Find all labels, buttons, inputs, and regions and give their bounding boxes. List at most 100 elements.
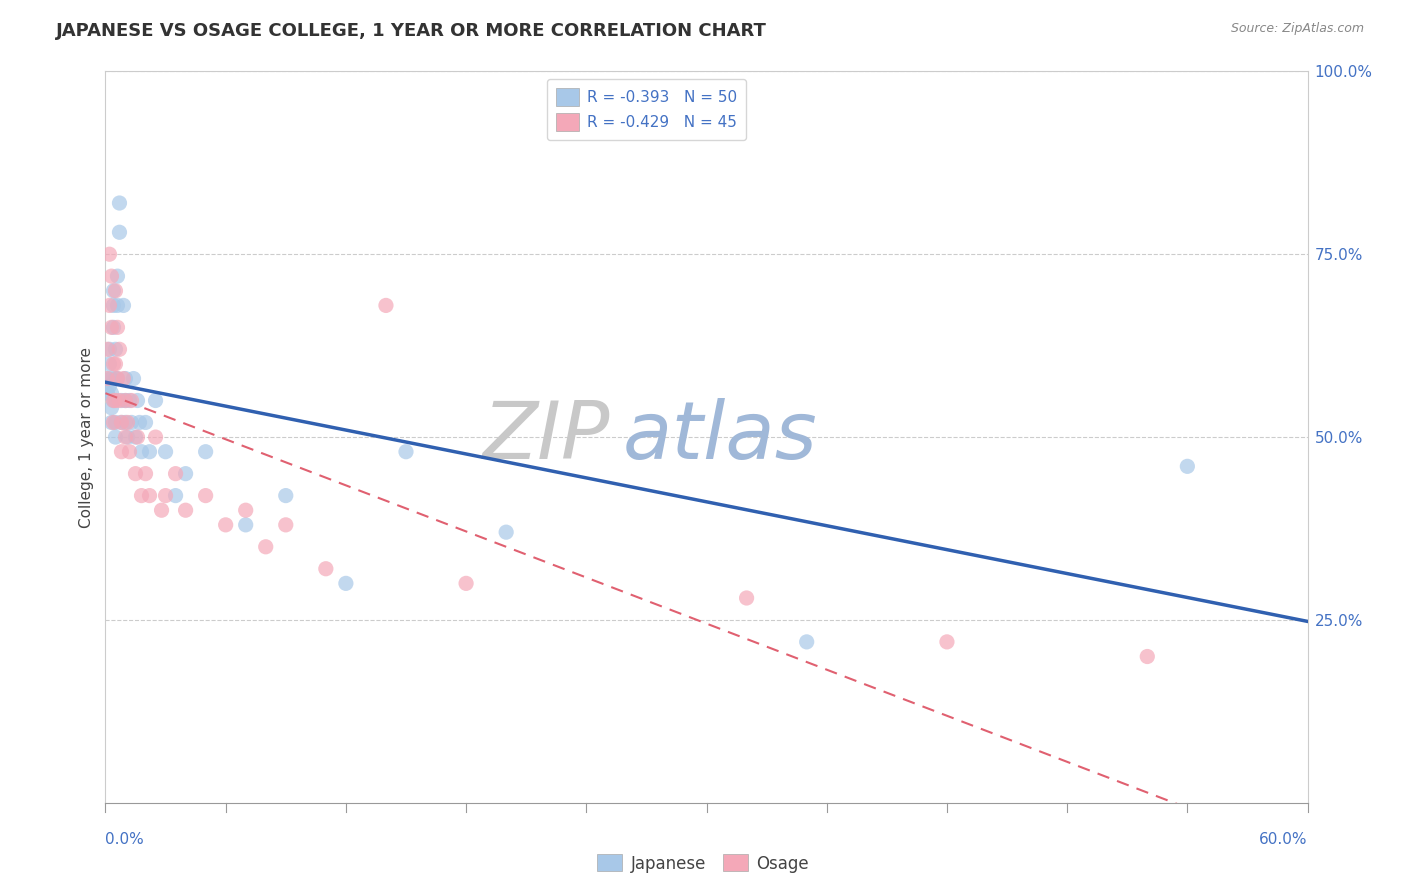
Point (108, 225, 131, 239)
Point (118, 393, 141, 408)
Point (96, 371, 118, 385)
Point (145, 430, 167, 444)
Point (107, 269, 129, 284)
Point (150, 503, 173, 517)
Point (1177, 459, 1199, 474)
Point (128, 416, 150, 430)
Point (107, 298, 129, 312)
Point (98, 298, 121, 312)
Point (114, 393, 136, 408)
Point (124, 467, 146, 481)
Point (118, 444, 141, 458)
Point (131, 489, 153, 503)
Point (124, 430, 146, 444)
Point (174, 503, 197, 517)
Point (98, 247, 121, 261)
Point (103, 284, 125, 298)
Point (100, 320, 122, 334)
Point (104, 371, 127, 385)
Point (96, 343, 118, 357)
Point (104, 393, 127, 408)
Point (117, 416, 139, 430)
Text: Source: ZipAtlas.com: Source: ZipAtlas.com (1230, 22, 1364, 36)
Point (155, 444, 177, 458)
Point (131, 444, 153, 458)
Point (100, 401, 122, 415)
Point (495, 525, 517, 540)
Legend: R = -0.393   N = 50, R = -0.429   N = 45: R = -0.393 N = 50, R = -0.429 N = 45 (547, 79, 747, 140)
Point (107, 320, 129, 334)
Point (194, 444, 217, 458)
Point (110, 416, 132, 430)
Point (104, 357, 127, 371)
Point (107, 371, 129, 385)
Point (121, 416, 143, 430)
Point (103, 416, 125, 430)
Point (194, 489, 217, 503)
Point (104, 416, 127, 430)
Point (214, 517, 236, 532)
Point (127, 393, 149, 408)
Point (110, 444, 132, 458)
Point (110, 416, 132, 430)
Point (1136, 649, 1159, 664)
Point (335, 576, 357, 591)
Point (135, 467, 157, 481)
Point (454, 576, 477, 591)
Point (100, 386, 122, 401)
Point (104, 343, 127, 357)
Point (374, 298, 398, 312)
Text: 0.0%: 0.0% (105, 832, 145, 847)
Point (108, 393, 131, 408)
Point (155, 489, 177, 503)
Point (114, 416, 136, 430)
Point (103, 393, 125, 408)
Point (103, 298, 125, 312)
Text: atlas: atlas (623, 398, 817, 476)
Point (107, 371, 129, 385)
Point (395, 444, 418, 458)
Point (108, 196, 131, 211)
Point (112, 298, 135, 312)
Point (145, 393, 167, 408)
Point (108, 343, 131, 357)
Point (100, 416, 122, 430)
Point (274, 489, 297, 503)
Point (796, 635, 818, 649)
Point (112, 371, 135, 385)
Point (110, 393, 132, 408)
Point (114, 430, 136, 444)
Point (104, 430, 127, 444)
Point (122, 371, 145, 385)
Point (138, 444, 160, 458)
Point (98, 343, 121, 357)
Point (174, 467, 197, 481)
Point (127, 430, 149, 444)
Point (98, 357, 121, 371)
Point (114, 371, 136, 385)
Point (96, 371, 118, 385)
Text: 60.0%: 60.0% (1260, 832, 1308, 847)
Point (117, 430, 139, 444)
Point (235, 517, 257, 532)
Point (103, 357, 125, 371)
Point (100, 371, 122, 385)
Point (165, 467, 187, 481)
Point (121, 393, 143, 408)
Point (103, 320, 125, 334)
Point (165, 489, 187, 503)
Y-axis label: College, 1 year or more: College, 1 year or more (79, 347, 94, 527)
Point (138, 489, 160, 503)
Point (100, 269, 122, 284)
Point (235, 503, 257, 517)
Point (936, 635, 959, 649)
Point (135, 416, 157, 430)
Point (104, 284, 127, 298)
Point (96, 386, 118, 401)
Point (274, 517, 297, 532)
Point (103, 393, 125, 408)
Point (735, 591, 758, 605)
Legend: Japanese, Osage: Japanese, Osage (591, 847, 815, 880)
Text: JAPANESE VS OSAGE COLLEGE, 1 YEAR OR MORE CORRELATION CHART: JAPANESE VS OSAGE COLLEGE, 1 YEAR OR MOR… (56, 22, 768, 40)
Point (254, 540, 277, 554)
